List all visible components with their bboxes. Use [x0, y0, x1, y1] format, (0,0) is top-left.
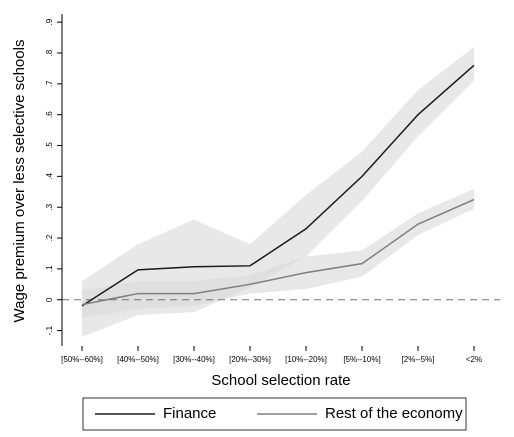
x-tick-label: [5%--10%] [343, 355, 380, 364]
x-tick-label: [50%--60%] [61, 355, 103, 364]
y-tick-label: .7 [45, 80, 54, 87]
series-line [81, 64, 475, 307]
x-tick-label: [2%--5%] [402, 355, 435, 364]
confidence-band [82, 46, 474, 337]
legend-box [82, 397, 467, 431]
confidence-band [82, 188, 474, 319]
x-tick-label: [40%--50%] [117, 355, 159, 364]
series-line [81, 198, 475, 306]
x-tick-label: [20%--30%] [229, 355, 271, 364]
legend-label: Rest of the economy [325, 405, 463, 422]
x-tick-label: <2% [466, 355, 482, 364]
y-tick-label: -.1 [45, 325, 54, 335]
y-tick-label: .4 [45, 172, 54, 179]
y-axis-title: Wage premium over less selective schools [11, 40, 28, 323]
plot-area [62, 46, 500, 337]
y-tick-label: .1 [45, 265, 54, 272]
x-tick-label: [10%--20%] [285, 355, 327, 364]
x-tick-label: [30%--40%] [173, 355, 215, 364]
y-tick-label: .3 [45, 203, 54, 210]
y-tick-label: .9 [45, 18, 54, 25]
legend-label: Finance [163, 405, 216, 422]
y-tick-label: .5 [45, 142, 54, 149]
y-tick-label: .2 [45, 234, 54, 241]
y-tick-label: .6 [45, 111, 54, 118]
x-axis-title: School selection rate [211, 372, 350, 389]
y-tick-label: 0 [45, 297, 54, 302]
y-tick-label: .8 [45, 49, 54, 56]
